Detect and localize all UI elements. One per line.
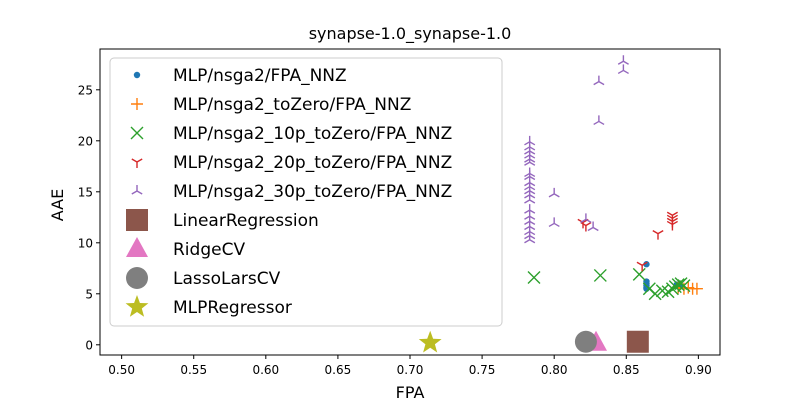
- data-point: [524, 204, 536, 214]
- data-point: [648, 287, 662, 301]
- legend-label: MLP/nsga2/FPA_NNZ: [173, 66, 347, 86]
- x-tick-label: 0.55: [180, 363, 207, 377]
- legend-item: LinearRegression: [126, 209, 319, 231]
- y-tick-label: 5: [85, 287, 93, 301]
- x-tick-label: 0.60: [252, 363, 279, 377]
- data-point: [666, 211, 678, 222]
- legend-item: MLP/nsga2_toZero/FPA_NNZ: [131, 95, 411, 115]
- legend-label: LassoLarsCV: [173, 269, 281, 289]
- legend-label: MLP/nsga2_toZero/FPA_NNZ: [173, 95, 411, 115]
- legend-item: LassoLarsCV: [126, 267, 281, 289]
- data-point: [524, 167, 536, 178]
- legend-marker: [125, 295, 149, 317]
- x-tick-label: 0.80: [541, 363, 568, 377]
- data-point: [527, 270, 541, 284]
- legend-label: MLP/nsga2_10p_toZero/FPA_NNZ: [173, 124, 452, 144]
- data-point: [690, 282, 703, 295]
- data-point: [617, 55, 629, 65]
- legend-label: MLPRegressor: [173, 298, 292, 318]
- data-point: [626, 330, 649, 353]
- x-tick-label: 0.70: [397, 363, 424, 377]
- legend-marker: [126, 209, 148, 231]
- y-tick-label: 0: [85, 338, 93, 352]
- y-tick-label: 20: [78, 134, 93, 148]
- data-point: [671, 278, 685, 292]
- data-point: [617, 64, 629, 75]
- x-tick-label: 0.90: [685, 363, 712, 377]
- y-tick-label: 25: [78, 83, 93, 97]
- x-tick-label: 0.50: [108, 363, 135, 377]
- legend-item: RidgeCV: [126, 237, 245, 260]
- data-point: [580, 221, 592, 232]
- data-point: [643, 261, 650, 268]
- legend-box: [109, 57, 503, 327]
- data-point: [580, 213, 592, 223]
- x-tick-label: 0.65: [325, 363, 352, 377]
- data-point: [636, 261, 648, 272]
- legend-marker: [131, 98, 143, 110]
- x-axis-label: FPA: [396, 383, 425, 400]
- data-point: [574, 330, 597, 353]
- data-point: [593, 115, 605, 126]
- legend-marker: [133, 71, 141, 79]
- data-point: [652, 230, 664, 240]
- data-point: [632, 267, 646, 281]
- legend-item: MLP/nsga2_30p_toZero/FPA_NNZ: [131, 182, 452, 202]
- legend-label: MLP/nsga2_30p_toZero/FPA_NNZ: [173, 182, 452, 202]
- data-point: [655, 284, 669, 298]
- legend-item: MLPRegressor: [125, 295, 292, 318]
- data-point: [593, 268, 607, 282]
- axes: 0.50 0.55 0.60 0.65 0.70 0.75 0.80 0.85 0.90 0 5 10…: [78, 48, 721, 377]
- legend-label: RidgeCV: [173, 240, 245, 260]
- data-marks: [418, 55, 703, 353]
- legend-marker: [126, 237, 148, 257]
- data-point: [548, 187, 560, 198]
- x-tick-label: 0.85: [613, 363, 640, 377]
- legend: MLP/nsga2/FPA_NNZ MLP/nsga2_toZero/FPA_NN…: [109, 57, 503, 327]
- data-point: [418, 330, 442, 353]
- data-point: [677, 279, 691, 293]
- legend-label: LinearRegression: [173, 211, 319, 231]
- data-point: [587, 221, 599, 232]
- y-axis-label: AAE: [48, 189, 67, 221]
- y-tick-label: 10: [78, 236, 93, 250]
- y-tick-label: 15: [78, 185, 93, 199]
- legend-item: MLP/nsga2_20p_toZero/FPA_NNZ: [131, 153, 452, 173]
- data-point: [524, 135, 536, 146]
- legend-item: MLP/nsga2_10p_toZero/FPA_NNZ: [130, 124, 452, 144]
- data-point: [548, 217, 560, 228]
- legend-marker: [126, 267, 148, 289]
- legend-marker: [130, 126, 144, 140]
- legend-marker: [131, 185, 143, 195]
- legend-item: MLP/nsga2/FPA_NNZ: [133, 66, 347, 86]
- chart-title: synapse-1.0_synapse-1.0: [309, 24, 512, 44]
- legend-marker: [131, 158, 143, 168]
- x-tick-label: 0.75: [469, 363, 496, 377]
- legend-label: MLP/nsga2_20p_toZero/FPA_NNZ: [173, 153, 452, 173]
- data-point: [524, 176, 536, 187]
- data-point: [593, 75, 605, 86]
- data-point: [524, 210, 536, 220]
